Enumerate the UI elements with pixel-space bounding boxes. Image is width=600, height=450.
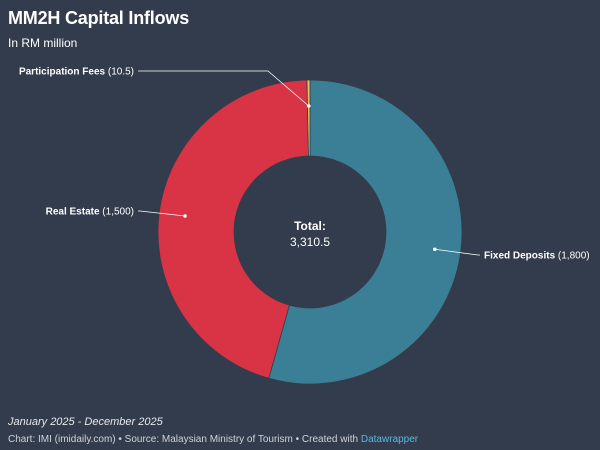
slice-fixed-deposits[interactable] <box>268 79 463 385</box>
slice-participation-fees[interactable] <box>306 79 311 157</box>
label-leaders <box>138 70 480 256</box>
leader-dot-participation-fees <box>306 104 311 108</box>
center-total-value: 3,310.5 <box>290 235 330 249</box>
credit-text: Chart: IMI (imidaily.com) • Source: Mala… <box>8 434 361 445</box>
leader-dot-real-estate <box>183 214 187 218</box>
label-real-estate: Real Estate (1,500) <box>46 207 134 218</box>
date-range: January 2025 - December 2025 <box>8 416 163 428</box>
label-fixed-deposits: Fixed Deposits (1,800) <box>484 251 590 262</box>
leader-participation-fees <box>138 70 310 107</box>
chart-subtitle: In RM million <box>8 36 78 50</box>
label-participation-fees: Participation Fees (10.5) <box>19 67 134 78</box>
leader-dot-fixed-deposits <box>433 247 437 252</box>
leader-real-estate <box>138 210 186 217</box>
slice-labels: Fixed Deposits (1,800) Real Estate (1,500… <box>19 67 590 262</box>
chart-credits: Chart: IMI (imidaily.com) • Source: Mala… <box>8 434 418 445</box>
chart-title: MM2H Capital Inflows <box>8 8 190 28</box>
center-total-label: Total: <box>294 219 326 233</box>
datawrapper-link[interactable]: Datawrapper <box>360 434 419 445</box>
leader-fixed-deposits <box>434 248 480 256</box>
donut-slices <box>157 79 463 385</box>
slice-real-estate[interactable] <box>157 79 309 379</box>
